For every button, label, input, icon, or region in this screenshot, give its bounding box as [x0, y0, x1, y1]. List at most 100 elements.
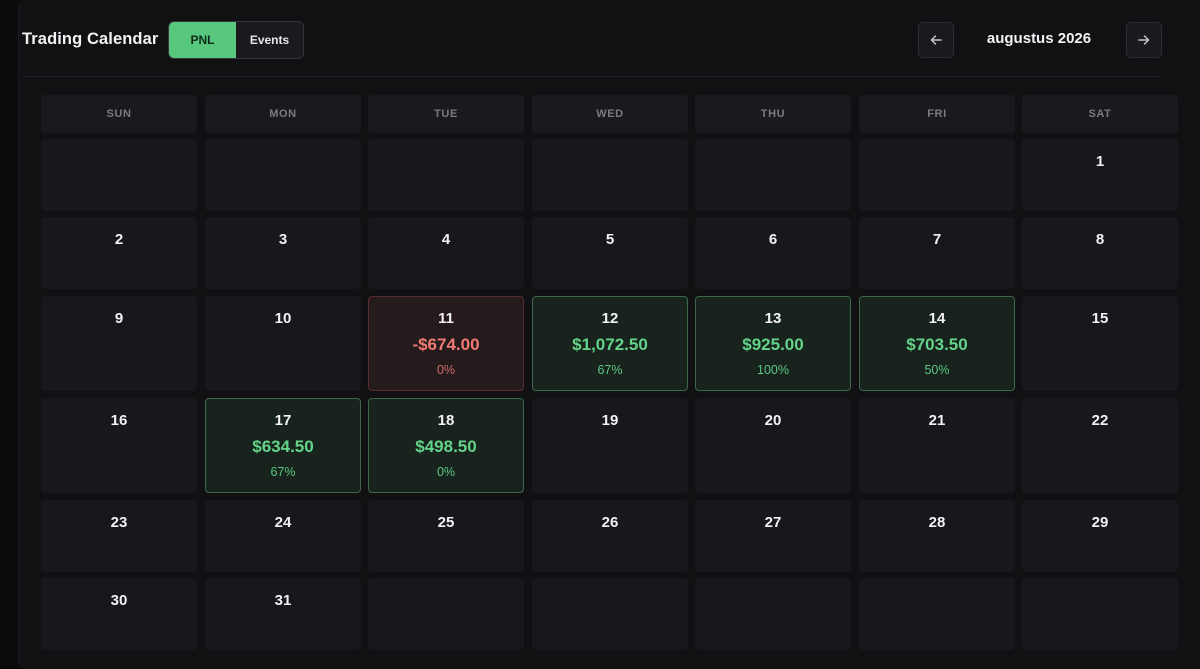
day-number: 12: [601, 310, 619, 327]
empty-day-cell: [695, 139, 851, 211]
day-win-rate: 0%: [436, 465, 456, 479]
day-cell-25[interactable]: 25: [368, 500, 524, 572]
day-cell-5[interactable]: 5: [532, 217, 688, 289]
day-pnl: $634.50: [252, 437, 314, 456]
day-pnl: -$674.00: [412, 335, 480, 354]
day-cell-20[interactable]: 20: [695, 398, 851, 493]
arrow-left-icon: [930, 35, 942, 45]
day-number: 18: [437, 412, 455, 429]
day-cell-17[interactable]: 17 $634.50 67%: [205, 398, 361, 493]
empty-day-cell: [859, 578, 1015, 650]
arrow-right-icon: [1138, 35, 1150, 45]
day-cell-4[interactable]: 4: [368, 217, 524, 289]
day-number: 11: [438, 310, 454, 327]
day-cell-9[interactable]: 9: [41, 296, 197, 391]
empty-day-cell: [859, 139, 1015, 211]
day-cell-13[interactable]: 13 $925.00 100%: [695, 296, 851, 391]
day-cell-21[interactable]: 21: [859, 398, 1015, 493]
day-cell-23[interactable]: 23: [41, 500, 197, 572]
empty-day-cell: [532, 139, 688, 211]
day-cell-12[interactable]: 12 $1,072.50 67%: [532, 296, 688, 391]
day-number: 29: [1091, 514, 1109, 531]
day-number: 16: [110, 412, 128, 429]
day-number: 23: [110, 514, 128, 531]
day-cell-30[interactable]: 30: [41, 578, 197, 650]
previous-month-button[interactable]: [918, 22, 954, 58]
day-pnl: $498.50: [415, 437, 477, 456]
next-month-button[interactable]: [1126, 22, 1162, 58]
day-number: 1: [1095, 153, 1105, 170]
calendar-header: Trading Calendar PNL Events augustus 202…: [22, 21, 1162, 59]
day-cell-18[interactable]: 18 $498.50 0%: [368, 398, 524, 493]
view-toggle: PNL Events: [168, 21, 304, 59]
weekday-header-mon: MON: [205, 95, 361, 133]
weekday-header-sun: SUN: [41, 95, 197, 133]
events-toggle-button[interactable]: Events: [249, 33, 290, 47]
day-number: 28: [928, 514, 946, 531]
day-cell-11[interactable]: 11 -$674.00 0%: [368, 296, 524, 391]
day-win-rate: 67%: [597, 363, 623, 377]
day-number: 9: [114, 310, 124, 327]
empty-day-cell: [41, 139, 197, 211]
day-cell-26[interactable]: 26: [532, 500, 688, 572]
day-number: 17: [274, 412, 292, 429]
day-cell-3[interactable]: 3: [205, 217, 361, 289]
day-number: 20: [764, 412, 782, 429]
page-title: Trading Calendar: [22, 30, 159, 48]
day-cell-14[interactable]: 14 $703.50 50%: [859, 296, 1015, 391]
empty-day-cell: [532, 578, 688, 650]
day-number: 7: [932, 231, 942, 248]
day-number: 24: [274, 514, 292, 531]
month-label: augustus 2026: [986, 30, 1092, 47]
day-number: 14: [928, 310, 946, 327]
day-cell-15[interactable]: 15: [1022, 296, 1178, 391]
day-cell-16[interactable]: 16: [41, 398, 197, 493]
day-win-rate: 50%: [924, 363, 950, 377]
day-cell-22[interactable]: 22: [1022, 398, 1178, 493]
day-cell-10[interactable]: 10: [205, 296, 361, 391]
day-number: 2: [114, 231, 124, 248]
weekday-header-thu: THU: [695, 95, 851, 133]
weekday-header-tue: TUE: [368, 95, 524, 133]
day-number: 5: [605, 231, 615, 248]
day-number: 22: [1091, 412, 1109, 429]
day-number: 3: [278, 231, 288, 248]
day-cell-27[interactable]: 27: [695, 500, 851, 572]
pnl-toggle-button[interactable]: PNL: [169, 22, 236, 58]
weekday-header-sat: SAT: [1022, 95, 1178, 133]
day-number: 13: [764, 310, 782, 327]
day-pnl: $925.00: [742, 335, 804, 354]
day-cell-1[interactable]: 1: [1022, 139, 1178, 211]
day-number: 27: [764, 514, 782, 531]
weekday-header-fri: FRI: [859, 95, 1015, 133]
day-cell-19[interactable]: 19: [532, 398, 688, 493]
day-win-rate: 100%: [757, 363, 789, 377]
day-cell-29[interactable]: 29: [1022, 500, 1178, 572]
day-number: 8: [1095, 231, 1105, 248]
empty-day-cell: [1022, 578, 1178, 650]
weekday-header-wed: WED: [532, 95, 688, 133]
day-cell-7[interactable]: 7: [859, 217, 1015, 289]
day-win-rate: 67%: [270, 465, 296, 479]
day-number: 19: [601, 412, 619, 429]
day-number: 21: [928, 412, 946, 429]
day-number: 25: [437, 514, 455, 531]
day-win-rate: 0%: [436, 363, 456, 377]
day-cell-24[interactable]: 24: [205, 500, 361, 572]
day-cell-28[interactable]: 28: [859, 500, 1015, 572]
day-cell-8[interactable]: 8: [1022, 217, 1178, 289]
day-number: 6: [768, 231, 778, 248]
day-cell-31[interactable]: 31: [205, 578, 361, 650]
day-pnl: $1,072.50: [572, 335, 648, 354]
day-cell-6[interactable]: 6: [695, 217, 851, 289]
day-cell-2[interactable]: 2: [41, 217, 197, 289]
empty-day-cell: [368, 139, 524, 211]
empty-day-cell: [205, 139, 361, 211]
empty-day-cell: [695, 578, 851, 650]
day-number: 26: [601, 514, 619, 531]
day-number: 10: [274, 310, 292, 327]
day-pnl: $703.50: [906, 335, 968, 354]
header-divider: [22, 76, 1162, 77]
day-number: 4: [441, 231, 451, 248]
day-number: 15: [1091, 310, 1109, 327]
